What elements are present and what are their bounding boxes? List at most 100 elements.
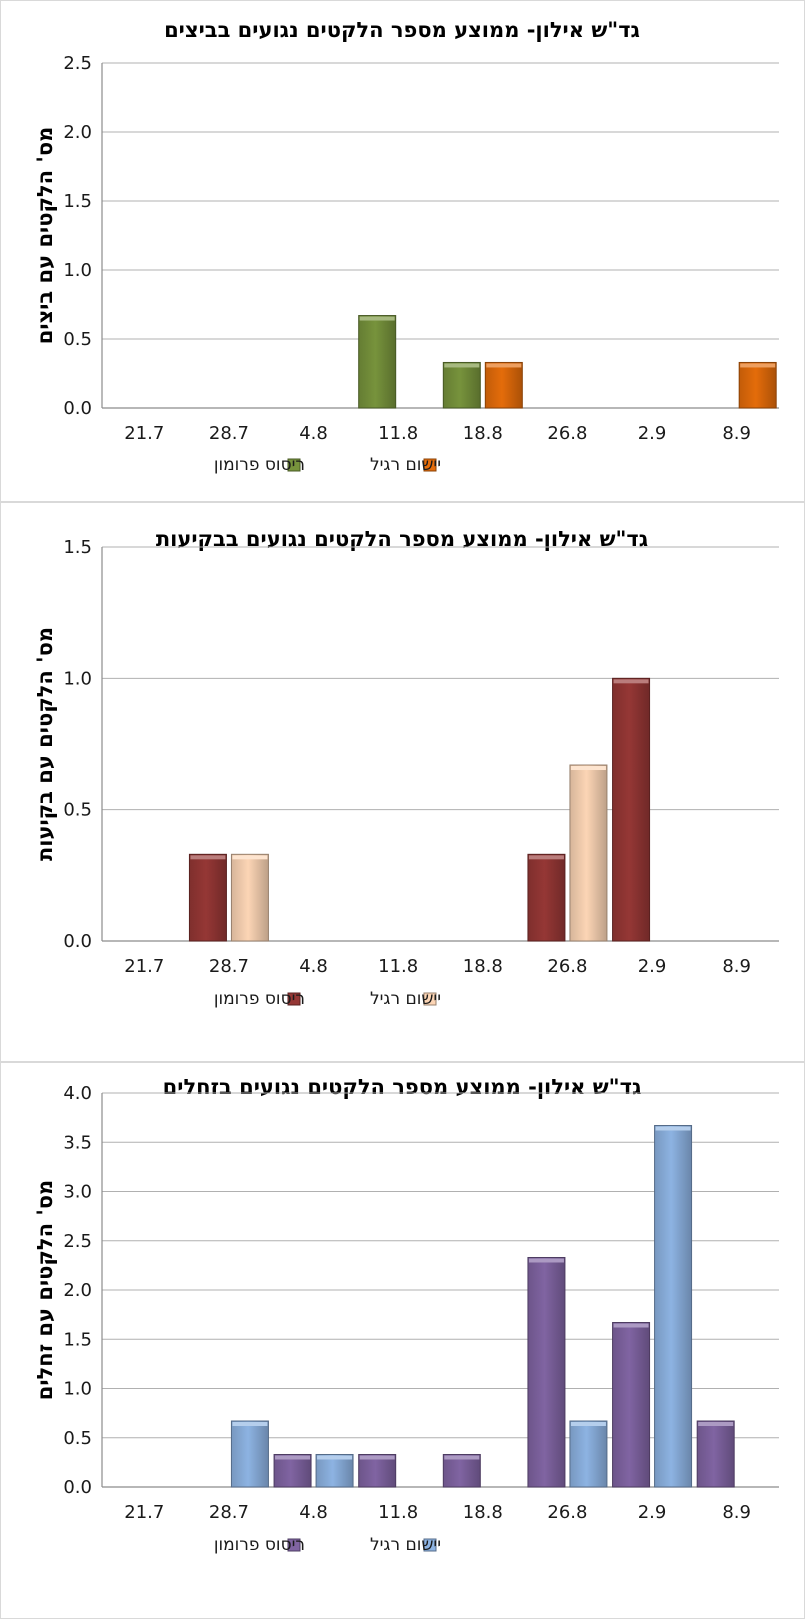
y-axis-label: מס' הלקטים עם זחלים xyxy=(33,1180,57,1400)
bar-top-highlight xyxy=(444,363,480,368)
x-tick-label: 28.7 xyxy=(209,956,249,977)
bar-top-highlight xyxy=(698,1422,734,1427)
y-axis-label: מס' הלקטים עם בקיעות xyxy=(33,627,57,861)
bar-top-highlight xyxy=(570,766,606,771)
y-tick-label: 1.5 xyxy=(63,191,92,212)
bar-pheromone-1 xyxy=(188,853,227,942)
bar-regular-5 xyxy=(569,1420,608,1488)
y-tick-label: 3.5 xyxy=(63,1132,92,1153)
y-tick-label: 2.5 xyxy=(63,53,92,74)
bar-top-highlight xyxy=(359,1455,395,1460)
y-tick-label: 1.0 xyxy=(63,1379,92,1400)
bar-top-highlight xyxy=(613,679,649,684)
chart-legend: ריסוס פרומון יישום רגיל xyxy=(214,455,441,475)
y-tick-label: 0.0 xyxy=(63,1477,92,1498)
bar-regular-5 xyxy=(569,764,608,942)
x-tick-label: 26.8 xyxy=(547,423,587,444)
y-tick-label: 1.5 xyxy=(63,1329,92,1350)
y-tick-label: 0.0 xyxy=(63,398,92,419)
bar-top-highlight xyxy=(740,363,776,368)
y-tick-label: 0.5 xyxy=(63,329,92,350)
legend-swatch xyxy=(423,1538,437,1552)
y-tick-label: 1.0 xyxy=(63,668,92,689)
y-tick-label: 0.5 xyxy=(63,1428,92,1449)
x-tick-label: 21.7 xyxy=(124,956,164,977)
bar-top-highlight xyxy=(570,1422,606,1427)
chart-legend: ריסוס פרומון יישום רגיל xyxy=(214,1535,441,1555)
y-axis-label: מס' הלקטים עם ביצים xyxy=(33,127,57,345)
x-tick-label: 2.9 xyxy=(638,1502,667,1523)
chart-legend: ריסוס פרומון יישום רגיל xyxy=(214,989,441,1009)
y-tick-label: 0.0 xyxy=(63,931,92,952)
y-tick-label: 1.0 xyxy=(63,260,92,281)
y-tick-label: 4.0 xyxy=(63,1083,92,1104)
chart-title: גד"ש אילון- ממוצע מספר הלקטים נגועים בזח… xyxy=(163,1075,642,1099)
bar-regular-6 xyxy=(654,1125,693,1488)
x-tick-label: 18.8 xyxy=(463,1502,503,1523)
x-tick-label: 4.8 xyxy=(299,423,328,444)
bar-top-highlight xyxy=(359,316,395,321)
bar-pheromone-5 xyxy=(527,853,566,942)
chart-panel-hatchings: גד"ש אילון- ממוצע מספר הלקטים נגועים בבק… xyxy=(0,502,805,1062)
x-tick-label: 2.9 xyxy=(638,423,667,444)
bar-pheromone-3 xyxy=(358,315,397,409)
x-tick-label: 8.9 xyxy=(722,956,751,977)
y-tick-label: 2.0 xyxy=(63,1280,92,1301)
chart-panel-eggs: גד"ש אילון- ממוצע מספר הלקטים נגועים בבי… xyxy=(0,0,805,502)
x-tick-label: 4.8 xyxy=(299,1502,328,1523)
bar-regular-7 xyxy=(738,361,777,409)
bar-regular-2 xyxy=(315,1453,354,1488)
bar-pheromone-3 xyxy=(358,1453,397,1488)
x-tick-label: 26.8 xyxy=(547,956,587,977)
x-tick-label: 8.9 xyxy=(722,1502,751,1523)
bar-top-highlight xyxy=(528,855,564,860)
bar-regular-1 xyxy=(230,853,269,942)
x-tick-label: 28.7 xyxy=(209,423,249,444)
bar-top-highlight xyxy=(232,855,268,860)
y-tick-label: 3.0 xyxy=(63,1182,92,1203)
y-tick-label: 1.5 xyxy=(63,537,92,558)
legend-swatch xyxy=(287,1538,301,1552)
x-tick-label: 18.8 xyxy=(463,956,503,977)
bar-pheromone-4 xyxy=(442,1453,481,1488)
x-tick-label: 11.8 xyxy=(378,1502,418,1523)
legend-swatch xyxy=(287,992,301,1006)
bar-top-highlight xyxy=(528,1258,564,1263)
x-tick-label: 4.8 xyxy=(299,956,328,977)
legend-label: יישום רגיל xyxy=(370,1535,441,1555)
legend-swatch xyxy=(423,458,437,472)
legend-label: ריסוס פרומון xyxy=(214,455,305,475)
bar-pheromone-7 xyxy=(696,1420,735,1488)
x-tick-label: 8.9 xyxy=(722,423,751,444)
chart-svg-larvae: גד"ש אילון- ממוצע מספר הלקטים נגועים בזח… xyxy=(33,1075,779,1555)
bar-top-highlight xyxy=(486,363,522,368)
legend-label: ריסוס פרומון xyxy=(214,989,305,1009)
x-tick-label: 21.7 xyxy=(124,423,164,444)
legend-swatch xyxy=(287,458,301,472)
x-tick-label: 21.7 xyxy=(124,1502,164,1523)
legend-label: ריסוס פרומון xyxy=(214,1535,305,1555)
bar-top-highlight xyxy=(232,1422,268,1427)
y-tick-label: 0.5 xyxy=(63,800,92,821)
x-tick-label: 28.7 xyxy=(209,1502,249,1523)
bar-pheromone-5 xyxy=(527,1256,566,1488)
chart-svg-hatchings: גד"ש אילון- ממוצע מספר הלקטים נגועים בבק… xyxy=(33,527,779,1009)
bar-top-highlight xyxy=(275,1455,311,1460)
bar-top-highlight xyxy=(317,1455,353,1460)
x-tick-label: 11.8 xyxy=(378,423,418,444)
chart-svg-eggs: גד"ש אילון- ממוצע מספר הלקטים נגועים בבי… xyxy=(33,18,779,475)
chart-panel-larvae: גד"ש אילון- ממוצע מספר הלקטים נגועים בזח… xyxy=(0,1062,805,1619)
bar-top-highlight xyxy=(655,1126,691,1131)
bar-regular-1 xyxy=(230,1420,269,1488)
bar-pheromone-2 xyxy=(273,1453,312,1488)
y-tick-label: 2.0 xyxy=(63,122,92,143)
bar-pheromone-6 xyxy=(612,1322,651,1488)
x-tick-label: 11.8 xyxy=(378,956,418,977)
bar-pheromone-4 xyxy=(442,361,481,409)
legend-label: יישום רגיל xyxy=(370,989,441,1009)
legend-swatch xyxy=(423,992,437,1006)
x-tick-label: 26.8 xyxy=(547,1502,587,1523)
bar-top-highlight xyxy=(444,1455,480,1460)
y-tick-label: 2.5 xyxy=(63,1231,92,1252)
chart-title: גד"ש אילון- ממוצע מספר הלקטים נגועים בבי… xyxy=(164,18,640,42)
